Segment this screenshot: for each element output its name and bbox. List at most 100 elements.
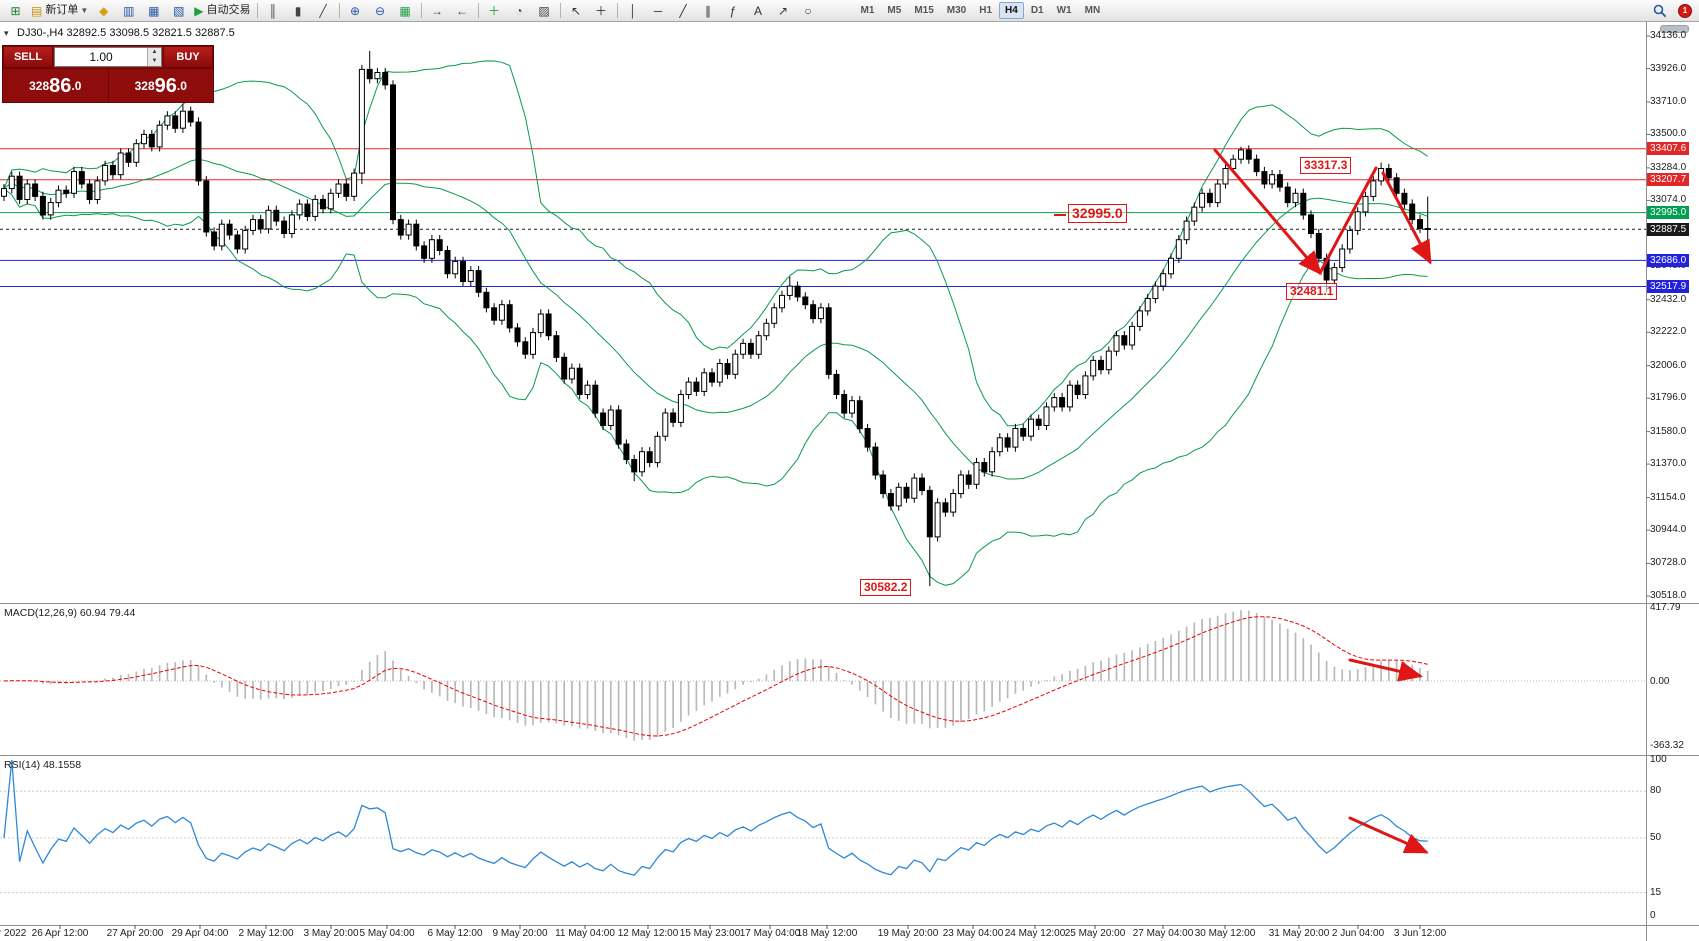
price-axis-label: 30944.0	[1650, 524, 1687, 535]
zoom-in-button[interactable]: ⊕	[343, 1, 368, 21]
chart-shift-icon: ←	[456, 3, 468, 18]
buy-button[interactable]: BUY	[163, 46, 213, 68]
search-icon	[1653, 4, 1666, 17]
fibonacci-button[interactable]: ƒ	[721, 1, 746, 21]
indicators-add-button[interactable]: ＋	[482, 1, 507, 21]
volume-value[interactable]: 1.00	[89, 50, 113, 64]
auto-scroll-icon: →	[431, 3, 443, 18]
macd-signal-line	[3, 616, 1428, 737]
tile-windows-button[interactable]: ▦	[393, 1, 418, 21]
auto-trading-button[interactable]: ▶ 自动交易	[191, 1, 253, 21]
volume-spinner: ▲ ▼	[147, 48, 161, 66]
new-chart-icon: ⊞	[10, 3, 21, 18]
timeframe-button-mn[interactable]: MN	[1084, 5, 1101, 16]
shapes-button[interactable]: ○	[796, 1, 821, 21]
zoom-out-button[interactable]: ⊖	[368, 1, 393, 21]
scrollbar[interactable]	[1660, 25, 1689, 33]
cursor-button[interactable]: ↖	[564, 1, 589, 21]
new-order-button[interactable]: ▤ 新订单 ▼	[28, 1, 91, 21]
price-axis-label: 33284.0	[1650, 162, 1687, 173]
market-watch-button[interactable]: ▥	[116, 1, 141, 21]
search-button[interactable]	[1647, 1, 1672, 21]
new-order-label: 新订单	[45, 4, 79, 16]
horizontal-line-button[interactable]: ─	[646, 1, 671, 21]
toolbar-icons: ⊞ ▤ 新订单 ▼ ◆ ▥ ▦ ▧ ▶ 自动交易 ║ ▮ ╱ ⊕ ⊖ ▦ → ← ＋ ◔ ▨ ↖ ＋ │ ─ ╱ ∥ ƒ A ↗ ○	[3, 1, 821, 21]
annotation-30582.2[interactable]: 30582.2	[860, 579, 912, 596]
time-axis[interactable]: Apr 2022 26 Apr 12:00 27 Apr 20:00 29 Apr 0…	[0, 926, 1646, 941]
macd-histogram	[10, 610, 1429, 741]
timeframe-button-m30[interactable]: M30	[946, 5, 967, 16]
horizontal-line-icon: ─	[653, 3, 663, 18]
compass-icon: ◆	[99, 3, 109, 18]
main-toolbar: ⊞ ▤ 新订单 ▼ ◆ ▥ ▦ ▧ ▶ 自动交易 ║ ▮ ╱ ⊕ ⊖ ▦ → ← ＋ ◔ ▨ ↖ ＋ │ ─ ╱ ∥ ƒ A ↗ ○ M1 M…	[0, 0, 1699, 22]
timeframe-button-h4[interactable]: H4	[999, 2, 1024, 19]
text-label-button[interactable]: A	[746, 1, 771, 21]
rsi-axis-label: 0	[1650, 910, 1656, 921]
one-click-panel-toggle-icon[interactable]: ▾	[4, 28, 9, 38]
timeframe-button-h1[interactable]: H1	[979, 5, 993, 16]
annotation-32481.1[interactable]: 32481.1	[1286, 283, 1338, 300]
price-tag-33207.7: 33207.7	[1647, 173, 1690, 186]
arrows-tool-button[interactable]: ↗	[771, 1, 796, 21]
trend-arrows[interactable]	[1213, 148, 1432, 854]
timeframe-toolbar: M1 M5 M15 M30 H1 H4 D1 W1 MN	[855, 2, 1107, 19]
price-axis-label: 33500.0	[1650, 128, 1687, 139]
notification-badge[interactable]: 1	[1678, 3, 1692, 18]
toolbar-separator	[559, 3, 561, 18]
toolbar-separator	[420, 3, 422, 18]
navigator-button[interactable]: ▧	[166, 1, 191, 21]
price-axis-label: 32006.0	[1650, 360, 1687, 371]
tile-windows-icon: ▦	[399, 3, 411, 18]
compass-button[interactable]: ◆	[91, 1, 116, 21]
timeframe-button-m1[interactable]: M1	[860, 5, 875, 16]
toolbar-right-group: 1	[1647, 1, 1696, 21]
periods-icon: ◔	[515, 3, 523, 18]
volume-field[interactable]: 1.00 ▲ ▼	[54, 47, 162, 67]
crosshair-button[interactable]: ＋	[589, 1, 614, 21]
time-axis-label: 5 May 04:00	[359, 928, 415, 939]
trendline-button[interactable]: ╱	[671, 1, 696, 21]
price-tag-32995.0: 32995.0	[1647, 206, 1690, 219]
price-axis-label: 33710.0	[1650, 96, 1687, 107]
time-axis-label: 29 Apr 04:00	[171, 928, 229, 939]
rsi-line	[3, 759, 1428, 876]
buy-price[interactable]: 328 96.0	[134, 75, 187, 97]
annotation-32995.0[interactable]: 32995.0	[1054, 204, 1127, 223]
templates-button[interactable]: ▨	[532, 1, 557, 21]
timeframe-button-w1[interactable]: W1	[1056, 5, 1072, 16]
navigator-icon: ▧	[173, 3, 185, 18]
timeframe-button-m5[interactable]: M5	[887, 5, 902, 16]
macd-axis-label: 417.79	[1650, 602, 1681, 613]
bollinger-middle-band	[3, 158, 1428, 480]
time-axis-label: 24 May 12:00	[1004, 928, 1066, 939]
market-watch-icon: ▥	[123, 3, 135, 18]
volume-up-button[interactable]: ▲	[148, 48, 161, 57]
new-chart-button[interactable]: ⊞	[3, 1, 28, 21]
annotation-33317.3[interactable]: 33317.3	[1300, 157, 1352, 174]
candle-chart-button[interactable]: ▮	[286, 1, 311, 21]
sell-price[interactable]: 328 86.0	[3, 69, 109, 103]
volume-down-button[interactable]: ▼	[148, 57, 161, 66]
timeframe-button-d1[interactable]: D1	[1030, 5, 1044, 16]
time-axis-label: 17 May 04:00	[739, 928, 801, 939]
price-axis-label: 30728.0	[1650, 557, 1687, 568]
chart-shift-button[interactable]: ←	[450, 1, 475, 21]
time-axis-label: 18 May 12:00	[796, 928, 858, 939]
bar-chart-button[interactable]: ║	[261, 1, 286, 21]
price-axis-label: 31580.0	[1650, 426, 1687, 437]
time-axis-label: 26 Apr 12:00	[31, 928, 89, 939]
auto-scroll-button[interactable]: →	[425, 1, 450, 21]
sell-button[interactable]: SELL	[3, 46, 53, 68]
channel-button[interactable]: ∥	[696, 1, 721, 21]
line-chart-button[interactable]: ╱	[311, 1, 336, 21]
vertical-line-button[interactable]: │	[621, 1, 646, 21]
data-window-button[interactable]: ▦	[141, 1, 166, 21]
templates-icon: ▨	[538, 3, 550, 18]
price-axis-label: 31154.0	[1650, 492, 1686, 503]
timeframe-button-m15[interactable]: M15	[914, 5, 934, 16]
periods-button[interactable]: ◔	[507, 1, 532, 21]
bollinger-upper-band	[3, 60, 1428, 427]
price-tag-32517.9: 32517.9	[1647, 280, 1690, 293]
